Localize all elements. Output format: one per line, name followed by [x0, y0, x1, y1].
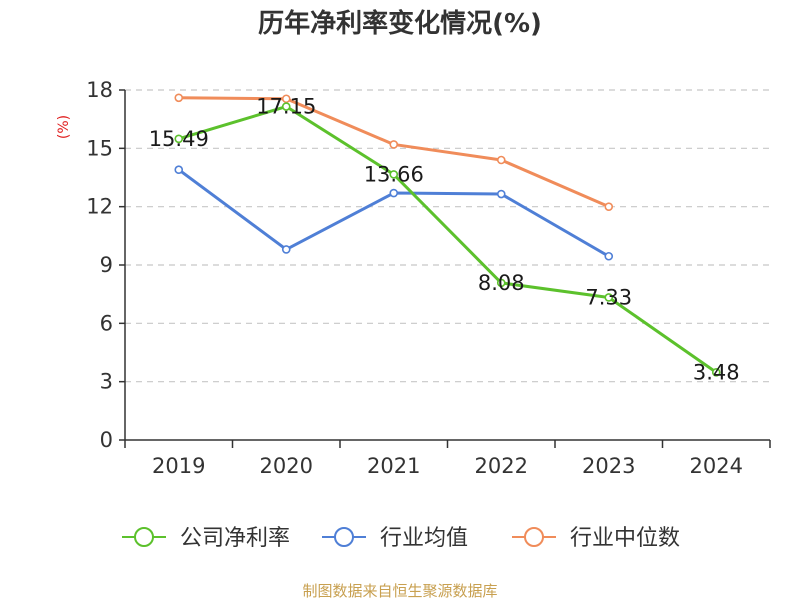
data-point[interactable]	[389, 188, 399, 198]
data-point[interactable]	[711, 368, 721, 377]
series-lines	[174, 93, 721, 377]
data-point[interactable]	[389, 170, 399, 179]
y-tick-label: 3	[100, 370, 113, 394]
data-point[interactable]	[389, 140, 399, 149]
data-label: 7.33	[585, 285, 632, 309]
data-point[interactable]	[604, 251, 614, 261]
data-label: 8.08	[478, 271, 525, 295]
y-axis-unit-label: (%)	[56, 115, 72, 139]
axes: 0 3 6 9 12 15 18 2019 2020 2021 2022 2023 2024	[86, 78, 771, 478]
x-tick-label: 2022	[475, 454, 528, 478]
legend[interactable]: 公司净利率 行业均值 行业中位数	[122, 526, 680, 551]
legend-label: 公司净利率	[180, 526, 290, 551]
data-point[interactable]	[496, 155, 506, 165]
data-point[interactable]	[604, 202, 614, 211]
series-line	[178, 105, 718, 374]
data-point[interactable]	[281, 102, 291, 111]
y-tick-label: 12	[86, 195, 113, 219]
legend-item[interactable]: 行业中位数	[512, 526, 680, 551]
data-point[interactable]	[281, 245, 291, 254]
legend-label: 行业中位数	[570, 526, 680, 551]
x-tick-label: 2020	[260, 454, 313, 478]
series-1	[174, 102, 721, 377]
legend-label: 行业均值	[380, 526, 468, 551]
data-point[interactable]	[496, 278, 506, 288]
x-tick-label: 2021	[367, 454, 420, 478]
grid-lines	[125, 89, 770, 383]
x-tick-label: 2023	[582, 454, 635, 478]
series-2	[174, 165, 614, 261]
legend-swatch-marker	[524, 527, 544, 547]
legend-item[interactable]: 公司净利率	[122, 526, 290, 551]
y-tick-label: 9	[100, 253, 113, 277]
legend-swatch-marker	[334, 527, 354, 547]
data-point[interactable]	[604, 293, 614, 302]
y-tick-label: 6	[100, 311, 113, 335]
series-3	[174, 93, 614, 211]
legend-swatch-marker	[134, 527, 154, 547]
data-point[interactable]	[174, 93, 184, 103]
data-point[interactable]	[496, 189, 506, 199]
x-tick-label: 2019	[152, 454, 205, 478]
data-label: 3.48	[693, 360, 740, 384]
y-tick-label: 18	[86, 78, 113, 102]
x-tick-label: 2024	[690, 454, 743, 478]
data-label: 15.49	[149, 127, 209, 151]
data-point[interactable]	[174, 165, 184, 175]
data-labels: 15.49 17.15 13.66 8.08 7.33 3.48	[149, 95, 740, 385]
chart-title: 历年净利率变化情况(%)	[258, 8, 542, 39]
legend-item[interactable]: 行业均值	[322, 526, 468, 551]
source-note: 制图数据来自恒生聚源数据库	[302, 582, 497, 600]
data-label: 13.66	[364, 162, 424, 186]
y-tick-label: 0	[100, 428, 113, 452]
data-point[interactable]	[174, 134, 184, 144]
y-tick-label: 15	[86, 136, 113, 160]
data-label: 17.15	[256, 95, 316, 119]
